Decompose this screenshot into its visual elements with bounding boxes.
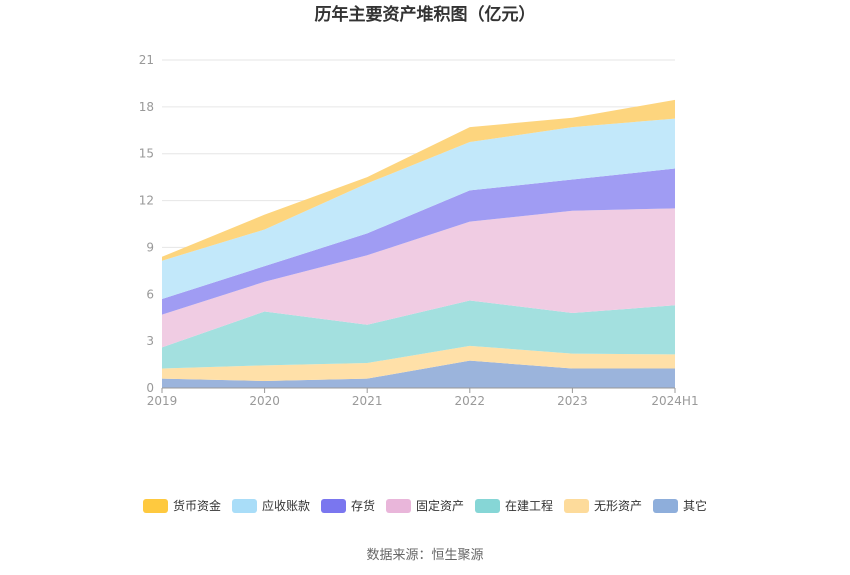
area-固定资产 [162,208,675,348]
data-source: 数据来源：恒生聚源 [366,548,483,563]
legend-item[interactable]: 在建工程 [475,498,553,513]
legend-swatch [386,499,411,513]
area-series [162,99,675,388]
y-tick-label: 0 [146,381,154,395]
legend-label: 其它 [683,498,707,513]
legend-item[interactable]: 应收账款 [232,498,310,513]
legend: 货币资金 应收账款 存货 固定资产 在建工程 无形资产 其它 [143,498,707,513]
x-tick-label: 2022 [455,394,486,408]
legend-swatch [564,499,589,513]
y-tick-label: 3 [146,334,154,348]
x-tick-label: 2023 [557,394,588,408]
y-tick-label: 6 [146,287,154,301]
legend-swatch [653,499,678,513]
area-在建工程 [162,300,675,369]
y-tick-label: 9 [146,240,154,254]
area-应收账款 [162,118,675,299]
legend-label: 应收账款 [262,498,310,513]
legend-label: 货币资金 [173,498,221,513]
area-其它 [162,360,675,388]
y-tick-label: 18 [139,100,154,114]
legend-swatch [321,499,346,513]
legend-label: 无形资产 [594,499,642,513]
x-tick-label: 2020 [249,394,280,408]
axes: 0 3 6 9 12 15 18 21 2019 2020 2021 2022 2023 2024H1 [139,53,699,408]
chart-title: 历年主要资产堆积图（亿元） [315,4,536,25]
area-存货 [162,168,675,315]
area-无形资产 [162,345,675,381]
y-tick-label: 21 [139,53,154,67]
legend-item[interactable]: 存货 [321,498,375,513]
legend-label: 存货 [351,498,375,513]
y-tick-label: 12 [139,194,154,208]
x-tick-label: 2021 [352,394,383,408]
area-货币资金 [162,99,675,261]
legend-swatch [475,499,500,513]
x-tick-label: 2019 [147,394,178,408]
legend-item[interactable]: 货币资金 [143,498,221,513]
y-tick-label: 15 [139,147,154,161]
legend-swatch [143,499,168,513]
legend-label: 固定资产 [416,498,464,513]
legend-item[interactable]: 固定资产 [386,498,464,513]
legend-swatch [232,499,257,513]
legend-label: 在建工程 [505,498,553,513]
x-tick-label: 2024H1 [651,394,698,408]
legend-item[interactable]: 其它 [653,498,707,513]
legend-item[interactable]: 无形资产 [564,499,642,513]
